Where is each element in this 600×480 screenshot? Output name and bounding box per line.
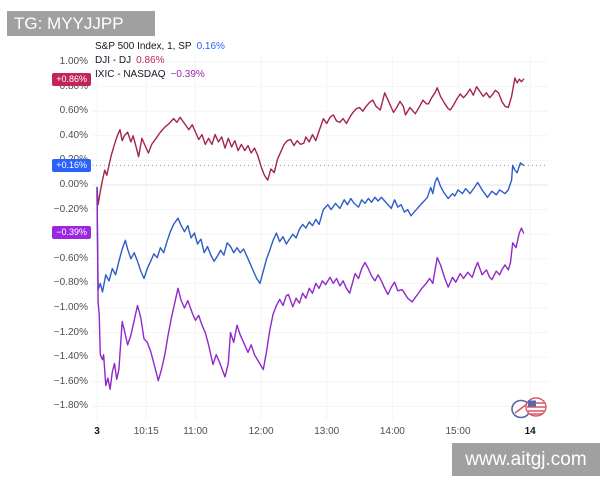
legend-row-sp: S&P 500 Index, 1, SP 0.16% <box>95 40 225 54</box>
y-axis-label: −1.60% <box>53 375 88 387</box>
y-axis-label: −0.60% <box>53 252 88 264</box>
x-axis-label: 10:15 <box>133 426 159 437</box>
y-axis-label: −0.80% <box>53 277 88 289</box>
series-line-nasdaq <box>96 190 525 390</box>
x-axis-label: 14 <box>524 426 536 437</box>
y-axis-label: 0.00% <box>59 179 88 190</box>
y-axis-label: 0.80% <box>59 80 88 92</box>
legend-label: IXIC - NASDAQ <box>95 69 166 80</box>
y-axis-label: −1.40% <box>53 351 88 363</box>
us-flag-stamp-logo <box>511 397 547 419</box>
y-axis-label: −1.20% <box>53 326 88 338</box>
legend-row-dji: DJI - DJ 0.86% <box>95 54 225 68</box>
x-axis-label: 15:00 <box>445 426 471 437</box>
x-axis-label: 3 <box>94 426 100 437</box>
x-axis-label: 11:00 <box>183 426 208 437</box>
y-axis-label: −1.80% <box>53 400 88 412</box>
price-badge-sp500: +0.16% <box>52 158 91 172</box>
x-axis-label: 14:00 <box>379 426 405 437</box>
y-axis-label: 0.60% <box>59 105 88 117</box>
x-axis-label: 12:00 <box>248 426 274 437</box>
x-axis-label: 13:00 <box>314 426 340 437</box>
series-line-dji <box>96 77 525 206</box>
price-badge-dji: +0.86% <box>52 72 91 86</box>
series-line-sp500 <box>96 162 525 293</box>
chart-legend: S&P 500 Index, 1, SP 0.16% DJI - DJ 0.86% … <box>95 40 225 82</box>
watermark-telegram-tag: TG: MYYJJPP <box>7 11 155 36</box>
legend-label: DJI - DJ <box>95 55 132 66</box>
legend-label: S&P 500 Index, 1, SP <box>95 41 192 52</box>
price-badge-nasdaq: −0.39% <box>52 226 91 240</box>
watermark-text: www.aitgj.com <box>465 448 587 470</box>
watermark-website: www.aitgj.com <box>452 443 600 476</box>
legend-value: −0.39% <box>170 69 205 80</box>
watermark-text: TG: MYYJJPP <box>14 13 124 33</box>
y-axis-label: −0.20% <box>53 203 88 215</box>
y-axis-label: 1.00% <box>59 56 88 67</box>
legend-value: 0.86% <box>136 55 165 66</box>
y-axis-label: 0.40% <box>59 129 88 141</box>
legend-value: 0.16% <box>196 41 225 52</box>
y-axis-label: −1.00% <box>53 302 88 313</box>
legend-row-nasdaq: IXIC - NASDAQ −0.39% <box>95 68 225 82</box>
